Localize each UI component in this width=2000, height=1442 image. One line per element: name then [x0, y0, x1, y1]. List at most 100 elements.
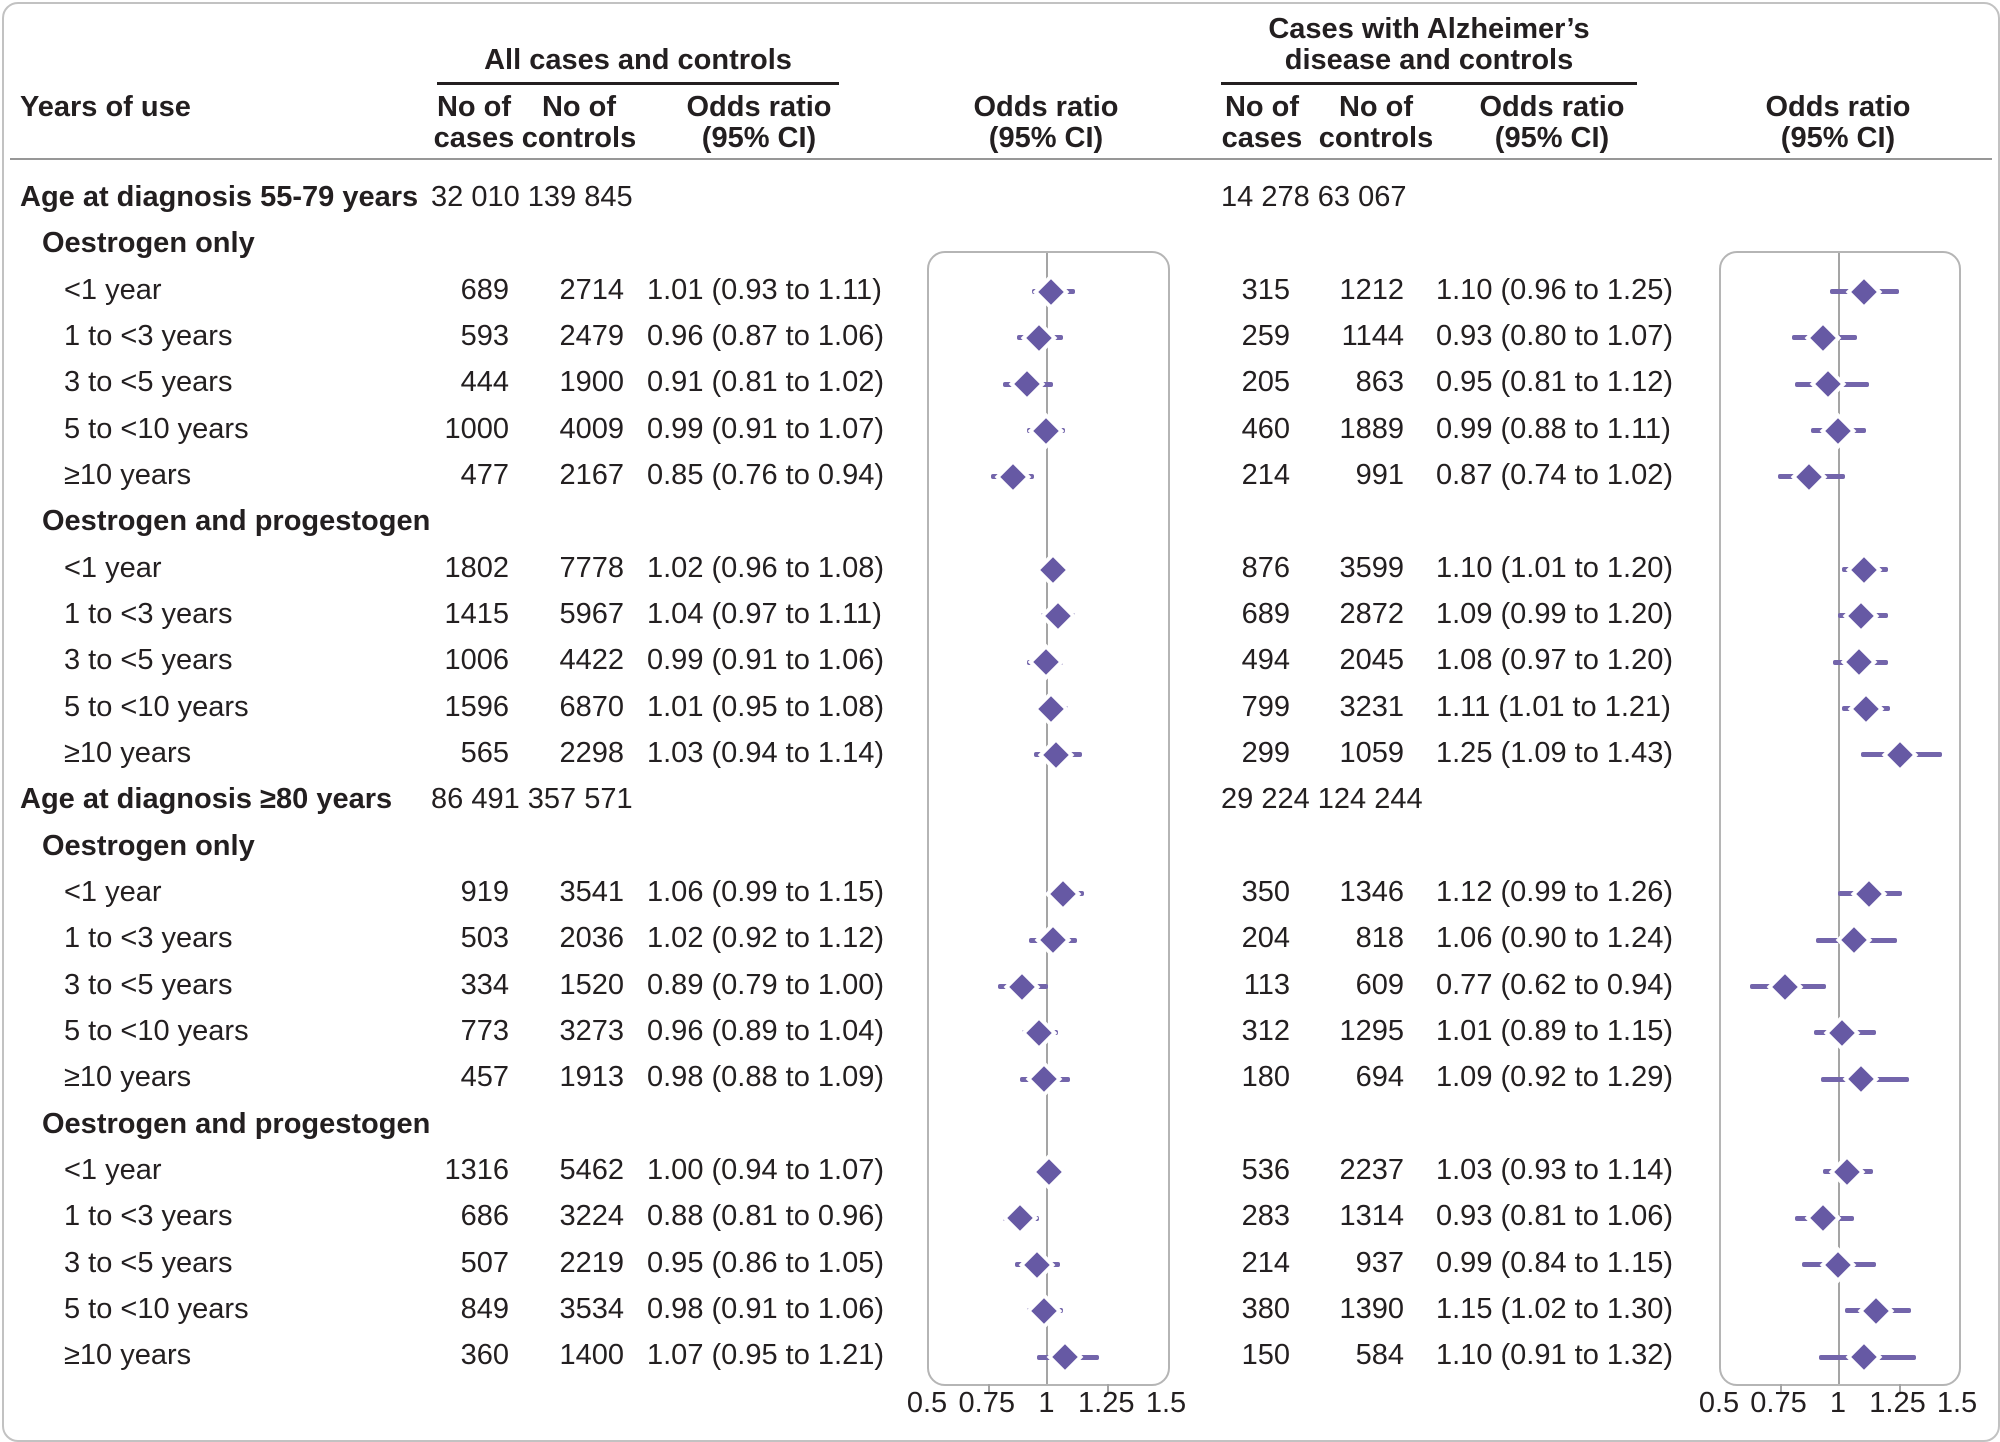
cases-value-left: 849 [460, 1292, 509, 1325]
or-ci-text-right: 1.15 (1.02 to 1.30) [1436, 1292, 1673, 1325]
table-row: 3 to <5 years 334 1520 0.89 (0.79 to 1.00) 1… [4, 962, 1998, 1008]
or-ci-text-left: 0.91 (0.81 to 1.02) [647, 366, 884, 399]
table-rows-layer: Age at diagnosis 55-79 years 32 010 139 8… [4, 4, 1998, 1440]
row-label: Oestrogen and progestogen [42, 505, 431, 538]
cases-value-left: 773 [460, 1014, 509, 1047]
row-label: ≥10 years [64, 458, 192, 491]
or-ci-text-left: 0.88 (0.81 to 0.96) [647, 1200, 884, 1233]
cases-value-left: 1316 [444, 1153, 509, 1186]
or-diamond-marker [1035, 1159, 1062, 1185]
col-header-cases-left-line1: No of [436, 91, 512, 123]
controls-value-left: 5462 [559, 1153, 624, 1186]
or-ci-text-right: 0.77 (0.62 to 0.94) [1436, 968, 1673, 1001]
cases-value-left: 686 [460, 1200, 509, 1233]
or-diamond-marker [1030, 1066, 1057, 1092]
left-panel-title-underline [437, 82, 839, 85]
or-ci-text-left: 0.98 (0.91 to 1.06) [647, 1292, 884, 1325]
row-label: <1 year [64, 273, 162, 306]
table-row: 5 to <10 years 1000 4009 0.99 (0.91 to 1.07… [4, 406, 1998, 452]
cases-value-right: 180 [1241, 1061, 1290, 1094]
right-panel-title-line2: disease and controls [1284, 44, 1574, 76]
table-row: Age at diagnosis ≥80 years 86 491 357 571… [4, 776, 1998, 822]
table-row: ≥10 years 477 2167 0.85 (0.76 to 0.94) 214 99… [4, 452, 1998, 498]
or-diamond-marker [1851, 278, 1877, 305]
plot-header-left-line2: (95% CI) [988, 122, 1104, 154]
cases-value-right: 312 [1241, 1014, 1290, 1047]
row-label: Age at diagnosis ≥80 years [20, 783, 393, 816]
controls-value-right: 584 [1355, 1339, 1404, 1372]
cases-value-left: 360 [460, 1339, 509, 1372]
or-diamond-marker [1030, 1298, 1057, 1324]
row-label: 3 to <5 years [64, 366, 233, 399]
axis-tick-label: 1.25 [1078, 1387, 1135, 1419]
axis-tick-label: 1 [1829, 1387, 1847, 1419]
table-row: 1 to <3 years 593 2479 0.96 (0.87 to 1.06) 2… [4, 313, 1998, 359]
col-header-controls-left: No of controls [509, 92, 649, 154]
or-ci-text-left: 0.98 (0.88 to 1.09) [647, 1061, 884, 1094]
controls-value-left: 1520 [559, 968, 624, 1001]
row-label: <1 year [64, 551, 162, 584]
table-row: <1 year 1802 7778 1.02 (0.96 to 1.08) 876 359… [4, 545, 1998, 591]
col-header-controls-left-line1: No of [541, 91, 617, 123]
cases-value-left: 1596 [444, 690, 509, 723]
table-row: 1 to <3 years 686 3224 0.88 (0.81 to 0.96) 2… [4, 1193, 1998, 1239]
or-diamond-marker [1862, 1298, 1889, 1324]
table-row: 3 to <5 years 444 1900 0.91 (0.81 to 1.02) 2… [4, 359, 1998, 405]
or-diamond-marker [1815, 371, 1841, 398]
or-ci-text-right: 0.93 (0.80 to 1.07) [1436, 319, 1673, 352]
controls-value-right: 991 [1355, 458, 1404, 491]
table-row: 5 to <10 years 1596 6870 1.01 (0.95 to 1.08… [4, 684, 1998, 730]
col-header-controls-right-line1: No of [1338, 91, 1414, 123]
row-label: 5 to <10 years [64, 1014, 249, 1047]
right-panel-title: Cases with Alzheimer’s disease and contr… [1189, 14, 1669, 76]
plot-header-left: Odds ratio (95% CI) [926, 92, 1166, 154]
or-ci-text-left: 1.01 (0.95 to 1.08) [647, 690, 884, 723]
or-diamond-marker [1841, 927, 1867, 953]
plot-header-right-line1: Odds ratio [1765, 91, 1911, 123]
cases-value-right: 204 [1241, 922, 1290, 955]
or-ci-text-right: 0.93 (0.81 to 1.06) [1436, 1200, 1673, 1233]
table-row: ≥10 years 565 2298 1.03 (0.94 to 1.14) 299 10… [4, 730, 1998, 776]
controls-value-right: 3599 [1339, 551, 1404, 584]
row-label: Age at diagnosis 55-79 years [20, 181, 419, 213]
cases-value-right: 460 [1241, 412, 1290, 445]
cases-value-left: 334 [460, 968, 509, 1001]
axis-tick-label: 0.5 [906, 1387, 948, 1419]
cases-value-left: 457 [460, 1061, 509, 1094]
cases-value-right: 380 [1241, 1292, 1290, 1325]
controls-value-left: 7778 [559, 551, 624, 584]
or-ci-text-right: 0.99 (0.88 to 1.11) [1436, 412, 1671, 445]
cases-value-left: 689 [460, 273, 509, 306]
col-header-or-left: Odds ratio (95% CI) [659, 92, 859, 154]
controls-value-right: 1314 [1339, 1200, 1404, 1233]
col-header-or-left-line2: (95% CI) [701, 122, 817, 154]
controls-value-right: 2237 [1339, 1153, 1404, 1186]
axis-tick-label: 1.5 [1936, 1387, 1978, 1419]
table-row: <1 year 1316 5462 1.00 (0.94 to 1.07) 536 223… [4, 1147, 1998, 1193]
or-ci-text-right: 1.08 (0.97 to 1.20) [1436, 644, 1673, 677]
controls-value-left: 2298 [559, 736, 624, 769]
or-ci-text-right: 0.99 (0.84 to 1.15) [1436, 1246, 1673, 1279]
controls-value-left: 5967 [559, 597, 624, 630]
controls-value-left: 4422 [559, 644, 624, 677]
controls-value-right: 2872 [1339, 597, 1404, 630]
or-diamond-marker [1829, 1020, 1856, 1046]
row-label: 5 to <10 years [64, 1292, 249, 1325]
or-diamond-marker [1014, 371, 1040, 398]
col-header-cases-right-line2: cases [1221, 122, 1303, 154]
or-ci-text-left: 0.89 (0.79 to 1.00) [647, 968, 884, 1001]
col-header-cases-left: No of cases [404, 92, 544, 154]
controls-value-right: 694 [1355, 1061, 1404, 1094]
controls-value-right: 1059 [1339, 736, 1404, 769]
controls-value-right: 863 [1355, 366, 1404, 399]
row-label: 1 to <3 years [64, 319, 233, 352]
controls-value-right: 2045 [1339, 644, 1404, 677]
or-diamond-marker [1853, 695, 1879, 722]
or-diamond-marker [1824, 417, 1851, 444]
or-ci-text-right: 0.95 (0.81 to 1.12) [1436, 366, 1673, 399]
cases-value-right: 150 [1241, 1339, 1290, 1372]
reference-line [1046, 253, 1048, 1384]
plot-header-left-line1: Odds ratio [973, 91, 1119, 123]
header-separator [10, 158, 1992, 160]
